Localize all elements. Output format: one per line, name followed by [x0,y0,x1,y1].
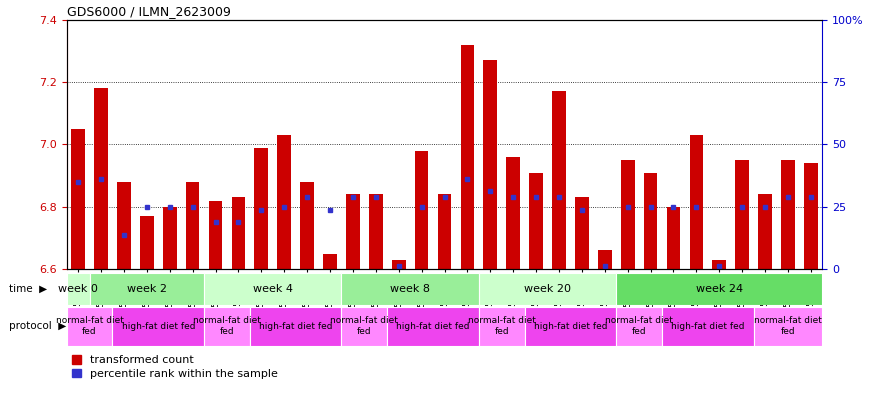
Bar [94,88,108,269]
Bar [250,307,341,346]
Text: high-fat diet fed: high-fat diet fed [671,322,745,331]
Bar [616,273,822,305]
Bar [300,182,314,269]
Bar [507,157,520,269]
Bar [67,307,113,346]
Bar [598,250,612,269]
Text: protocol  ▶: protocol ▶ [9,321,66,331]
Bar [552,92,566,269]
Bar [392,260,405,269]
Bar [277,135,291,269]
Text: normal-fat diet
fed: normal-fat diet fed [468,316,536,336]
Bar [712,260,726,269]
Bar [388,307,479,346]
Bar [254,147,268,269]
Bar [525,307,616,346]
Bar [781,160,795,269]
Bar [621,160,635,269]
Text: normal-fat diet
fed: normal-fat diet fed [605,316,673,336]
Bar [113,307,204,346]
Text: week 24: week 24 [696,284,743,294]
Bar [529,173,543,269]
Text: normal-fat diet
fed: normal-fat diet fed [754,316,822,336]
Bar [209,200,222,269]
Bar [735,160,749,269]
Bar [231,197,245,269]
Bar [341,273,479,305]
Legend: transformed count, percentile rank within the sample: transformed count, percentile rank withi… [72,355,278,379]
Bar [204,307,250,346]
Text: week 2: week 2 [127,284,167,294]
Bar [140,216,154,269]
Bar [662,307,754,346]
Text: high-fat diet fed: high-fat diet fed [259,322,332,331]
Text: high-fat diet fed: high-fat diet fed [533,322,607,331]
Bar [804,163,818,269]
Bar [323,253,337,269]
Bar [484,60,497,269]
Bar [690,135,703,269]
Bar [437,194,452,269]
Text: high-fat diet fed: high-fat diet fed [122,322,195,331]
Text: week 8: week 8 [390,284,430,294]
Bar [369,194,382,269]
Bar [479,307,525,346]
Text: week 20: week 20 [524,284,571,294]
Bar [117,182,131,269]
Bar [90,273,204,305]
Bar [163,207,177,269]
Bar [186,182,199,269]
Bar [204,273,341,305]
Bar [479,273,616,305]
Bar [346,194,360,269]
Text: normal-fat diet
fed: normal-fat diet fed [331,316,398,336]
Bar [67,273,90,305]
Text: week 4: week 4 [252,284,292,294]
Text: GDS6000 / ILMN_2623009: GDS6000 / ILMN_2623009 [67,6,230,18]
Bar [616,307,662,346]
Text: time  ▶: time ▶ [9,284,47,294]
Bar [71,129,85,269]
Text: high-fat diet fed: high-fat diet fed [396,322,469,331]
Bar [341,307,388,346]
Bar [667,207,680,269]
Text: normal-fat diet
fed: normal-fat diet fed [193,316,260,336]
Bar [758,194,772,269]
Bar [644,173,658,269]
Bar [415,151,428,269]
Text: normal-fat diet
fed: normal-fat diet fed [56,316,124,336]
Text: week 0: week 0 [58,284,98,294]
Bar [575,197,589,269]
Bar [754,307,822,346]
Bar [461,44,474,269]
